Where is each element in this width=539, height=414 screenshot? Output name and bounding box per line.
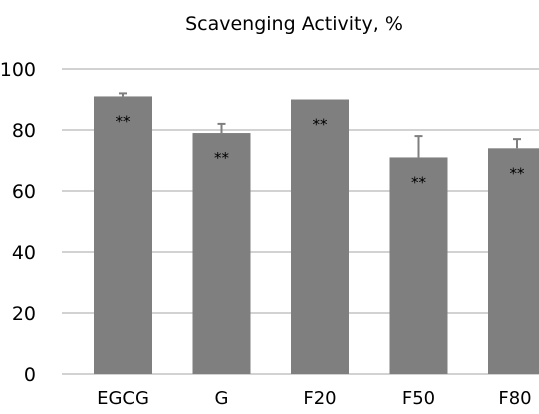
bar-f50 — [389, 157, 448, 374]
significance-label-egcg: ** — [116, 112, 132, 130]
error-bar-f80 — [513, 138, 521, 149]
y-axis-ticks: 0 20 40 60 80 100 — [0, 59, 36, 386]
bar-f80 — [488, 148, 539, 374]
y-tick-label: 20 — [12, 303, 36, 325]
y-tick-label: 80 — [12, 120, 36, 142]
significance-label-g: ** — [214, 149, 230, 167]
bars — [94, 96, 539, 374]
error-bar-egcg — [119, 92, 127, 97]
bar-g — [192, 133, 251, 374]
x-category-label: F80 — [498, 388, 531, 409]
error-bar-f50 — [414, 135, 423, 158]
x-axis-categories: EGCG G F20 F50 F80 — [97, 388, 532, 409]
y-tick-label: 60 — [12, 181, 36, 203]
significance-label-f80: ** — [510, 164, 526, 182]
chart-title: Scavenging Activity, % — [185, 13, 403, 35]
significance-labels: ** ** ** ** ** — [116, 112, 526, 191]
x-category-label: G — [215, 388, 229, 409]
error-bar-g — [217, 122, 226, 134]
error-bars — [119, 92, 521, 158]
significance-label-f20: ** — [313, 116, 329, 134]
bar-f20 — [291, 99, 349, 374]
x-category-label: F20 — [303, 388, 336, 409]
x-category-label: EGCG — [97, 388, 149, 409]
bar-egcg — [94, 96, 152, 374]
y-tick-label: 40 — [12, 242, 36, 264]
y-tick-label: 0 — [24, 364, 36, 386]
x-category-label: F50 — [402, 388, 435, 409]
y-tick-label: 100 — [0, 59, 36, 81]
significance-label-f50: ** — [411, 173, 427, 191]
